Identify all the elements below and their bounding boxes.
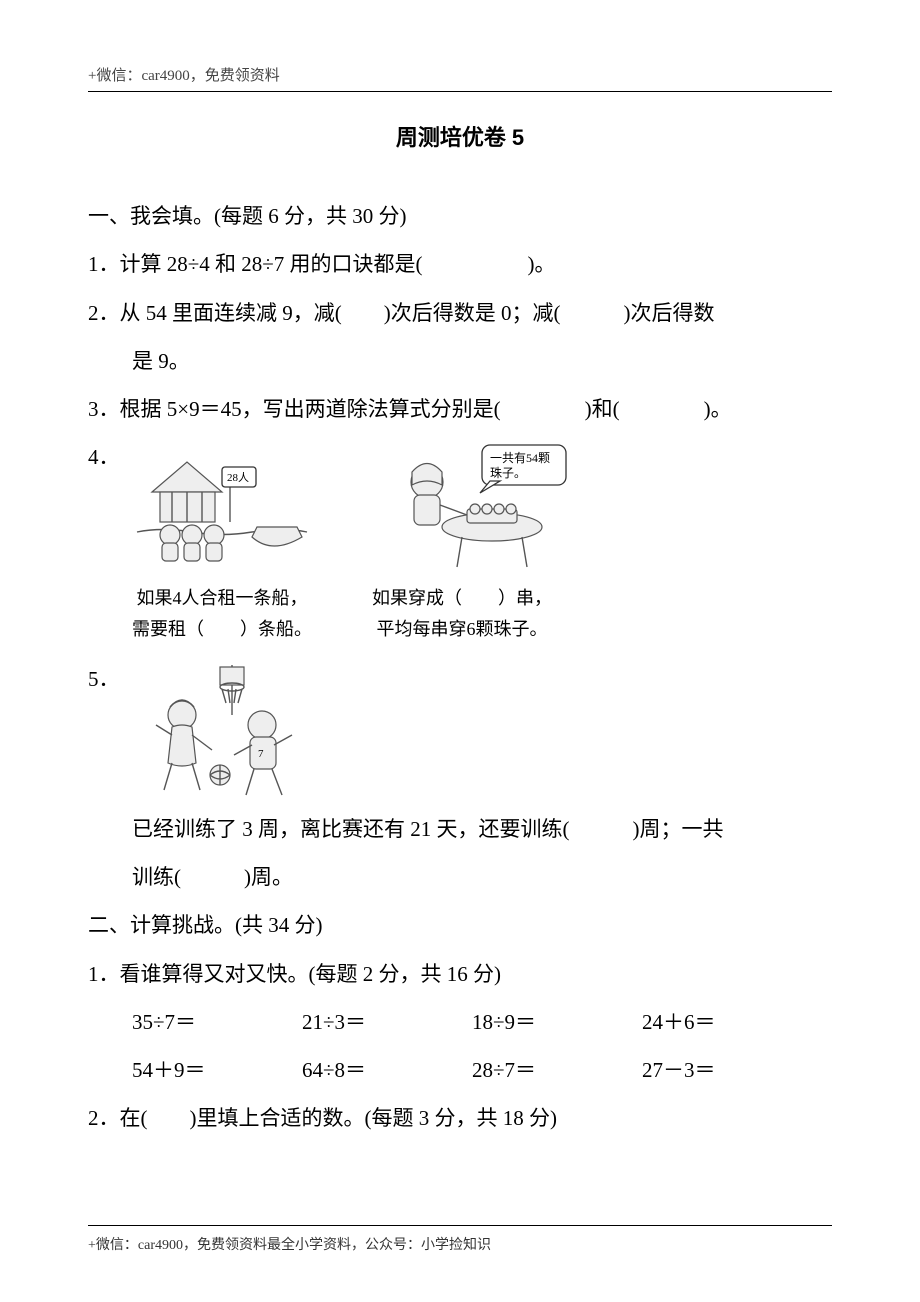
q2-line1: 2．从 54 里面连续减 9，减( )次后得数是 0；减( )次后得数 <box>88 289 832 337</box>
calc-1-2: 21÷3＝ <box>302 998 472 1046</box>
beads-illustration: 一共有54颗 珠子。 <box>372 437 552 577</box>
calc-2-2: 64÷8＝ <box>302 1046 472 1094</box>
q4-right-block: 一共有54颗 珠子。 <box>372 437 552 644</box>
calc-1-4: 24＋6＝ <box>642 998 812 1046</box>
page-title: 周测培优卷 5 <box>88 120 832 152</box>
calc-row-2: 54＋9＝ 64÷8＝ 28÷7＝ 27－3＝ <box>88 1046 832 1094</box>
s2-q2-heading: 2．在( )里填上合适的数。(每题 3 分，共 18 分) <box>88 1094 832 1142</box>
q4-left-caption2: 需要租（ ）条船。 <box>132 614 312 645</box>
sign-28: 28人 <box>227 471 249 484</box>
q5-line1: 已经训练了 3 周，离比赛还有 21 天，还要训练( )周；一共 <box>88 805 832 853</box>
calc-2-4: 27－3＝ <box>642 1046 812 1094</box>
calc-1-3: 18÷9＝ <box>472 998 642 1046</box>
jersey-number: 7 <box>258 748 264 760</box>
q5-label: 5． <box>88 655 132 703</box>
q2-line2: 是 9。 <box>88 337 832 385</box>
boat-illustration: 28人 <box>132 437 312 577</box>
q4-right-caption1: 如果穿成（ ）串， <box>372 583 552 614</box>
section1-heading: 一、我会填。(每题 6 分，共 30 分) <box>88 192 832 240</box>
header-note: +微信：car4900，免费领资料 <box>88 64 832 85</box>
q4-left-block: 28人 如果4人合租一条船， 需要租（ <box>132 437 312 644</box>
top-divider <box>88 91 832 92</box>
calc-2-1: 54＋9＝ <box>132 1046 302 1094</box>
q4-right-caption2: 平均每串穿6颗珠子。 <box>377 614 548 645</box>
bubble-l1: 一共有54颗 <box>490 451 550 465</box>
calc-row-1: 35÷7＝ 21÷3＝ 18÷9＝ 24＋6＝ <box>88 998 832 1046</box>
calc-1-1: 35÷7＝ <box>132 998 302 1046</box>
bottom-divider <box>88 1225 832 1226</box>
q4-label: 4． <box>88 433 132 481</box>
footer-note: +微信：car4900，免费领资料最全小学资料，公众号：小学捡知识 <box>88 1234 832 1254</box>
calc-2-3: 28÷7＝ <box>472 1046 642 1094</box>
s2-q1-heading: 1．看谁算得又对又快。(每题 2 分，共 16 分) <box>88 950 832 998</box>
q1: 1．计算 28÷4 和 28÷7 用的口诀都是( )。 <box>88 240 832 288</box>
q5-line2: 训练( )周。 <box>88 853 832 901</box>
bubble-l2: 珠子。 <box>490 466 526 480</box>
q3: 3．根据 5×9＝45，写出两道除法算式分别是( )和( )。 <box>88 385 832 433</box>
section2-heading: 二、计算挑战。(共 34 分) <box>88 901 832 949</box>
q4-left-caption1: 如果4人合租一条船， <box>137 583 308 614</box>
basketball-illustration: 7 <box>142 655 312 805</box>
